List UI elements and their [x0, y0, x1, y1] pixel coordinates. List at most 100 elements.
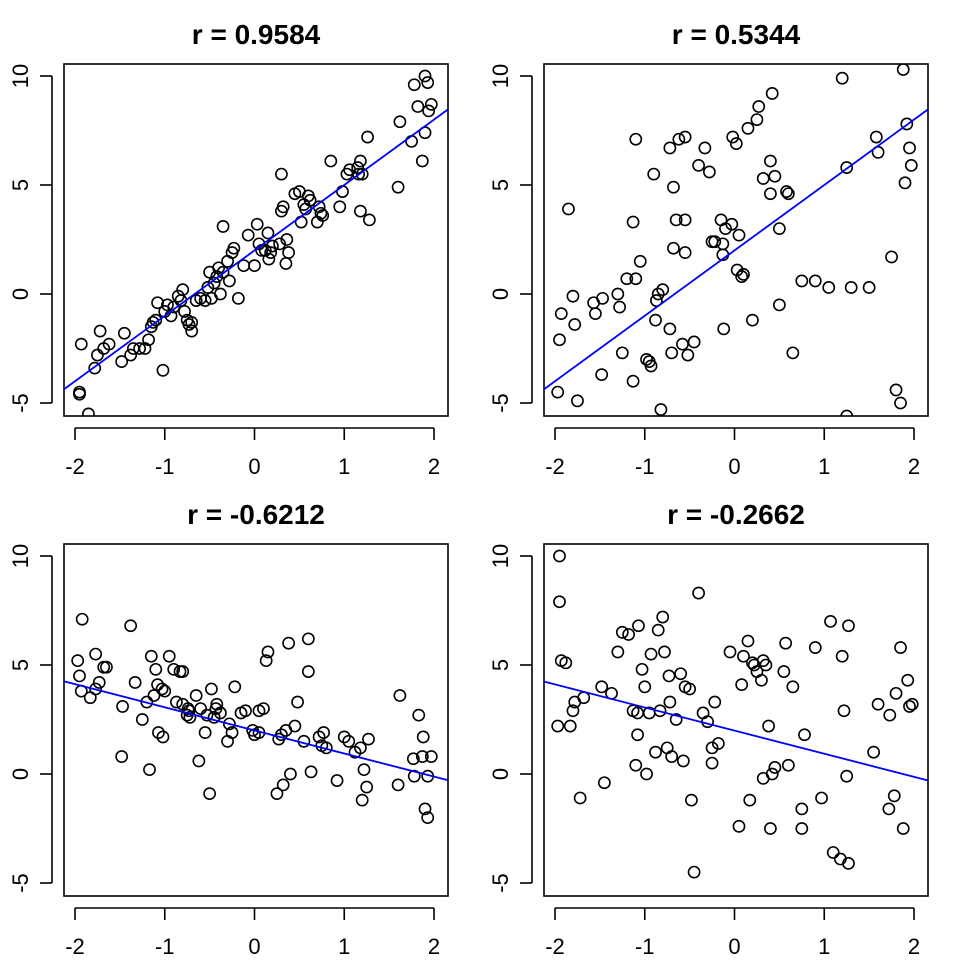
data-point: [898, 176, 912, 190]
data-point: [424, 97, 438, 111]
data-point: [393, 689, 407, 702]
data-point: [768, 761, 782, 774]
data-point: [702, 165, 716, 179]
data-point: [411, 100, 425, 113]
data-point: [158, 684, 172, 698]
data-point: [629, 758, 643, 772]
data-point: [588, 307, 602, 321]
data-point: [415, 154, 429, 168]
data-point: [743, 793, 757, 807]
data-point: [259, 654, 273, 668]
data-point: [798, 728, 811, 742]
x-tick-label: 0: [248, 934, 260, 959]
data-point: [146, 315, 160, 329]
data-point: [282, 636, 296, 650]
data-point: [275, 167, 288, 181]
data-point: [681, 348, 695, 362]
data-points: [71, 612, 438, 824]
data-point: [117, 326, 131, 340]
data-point: [559, 656, 573, 670]
data-point: [781, 187, 795, 201]
data-point: [182, 704, 196, 718]
chart-title: r = -0.6212: [187, 499, 325, 530]
data-point: [687, 335, 701, 349]
data-point: [573, 791, 587, 805]
data-point: [354, 154, 367, 168]
data-point: [212, 261, 225, 275]
data-point: [248, 259, 261, 273]
data-point: [75, 612, 89, 626]
data-point: [626, 374, 640, 388]
data-point: [250, 217, 264, 231]
data-point: [894, 641, 907, 654]
data-point: [93, 324, 107, 338]
data-point: [205, 682, 218, 696]
data-point: [421, 76, 435, 89]
x-tick-label: 1: [818, 454, 830, 479]
data-point: [149, 313, 163, 327]
x-tick-label: 1: [338, 454, 350, 479]
data-point: [412, 708, 426, 722]
data-point: [301, 665, 315, 678]
data-point: [737, 267, 750, 281]
x-tick-label: -2: [545, 934, 565, 959]
data-point: [613, 300, 627, 314]
data-point: [629, 272, 643, 286]
data-point: [222, 717, 236, 731]
data-point: [336, 185, 349, 198]
chart-title: r = -0.2662: [667, 499, 805, 530]
data-point: [795, 802, 809, 816]
data-point: [216, 265, 230, 279]
data-point: [658, 645, 671, 659]
data-point: [563, 719, 577, 733]
x-tick-label: 2: [908, 454, 920, 479]
data-point: [566, 704, 580, 718]
data-point: [416, 730, 430, 744]
data-point: [352, 167, 366, 181]
data-point: [357, 763, 371, 777]
data-point: [231, 291, 245, 305]
data-point: [842, 856, 855, 870]
data-point: [651, 623, 665, 637]
data-point: [571, 394, 584, 408]
y-tick-label: 0: [8, 288, 33, 300]
data-point: [342, 734, 356, 748]
data-point: [781, 758, 795, 772]
data-point: [882, 802, 896, 816]
data-point: [280, 233, 294, 246]
data-point: [896, 64, 910, 76]
data-point: [808, 274, 822, 288]
data-point: [135, 713, 149, 726]
data-point: [844, 281, 858, 294]
data-point: [156, 363, 170, 377]
data-point: [650, 294, 663, 307]
x-tick-label: -2: [65, 454, 85, 479]
data-point: [729, 137, 743, 150]
data-point: [662, 669, 676, 683]
data-point: [904, 158, 918, 172]
data-point: [100, 660, 113, 674]
data-point: [415, 750, 429, 763]
fit-line: [544, 108, 928, 391]
data-point: [687, 865, 701, 879]
y-tick-label: 10: [488, 64, 513, 88]
data-point: [128, 676, 142, 689]
data-point: [678, 246, 692, 259]
data-point: [842, 619, 855, 633]
y-tick-label: -5: [488, 393, 513, 413]
data-point: [257, 702, 270, 715]
data-point: [216, 220, 230, 233]
data-point: [147, 689, 161, 702]
data-point: [200, 708, 214, 722]
data-point: [683, 682, 697, 696]
data-point: [362, 213, 376, 227]
data-point: [261, 645, 275, 659]
plot-frame: [63, 63, 449, 417]
data-point: [102, 337, 116, 351]
data-point: [638, 680, 652, 694]
data-point: [266, 239, 279, 253]
data-point: [88, 361, 102, 375]
data-point: [665, 346, 679, 360]
x-tick-label: -1: [635, 934, 655, 959]
data-point: [97, 660, 111, 674]
